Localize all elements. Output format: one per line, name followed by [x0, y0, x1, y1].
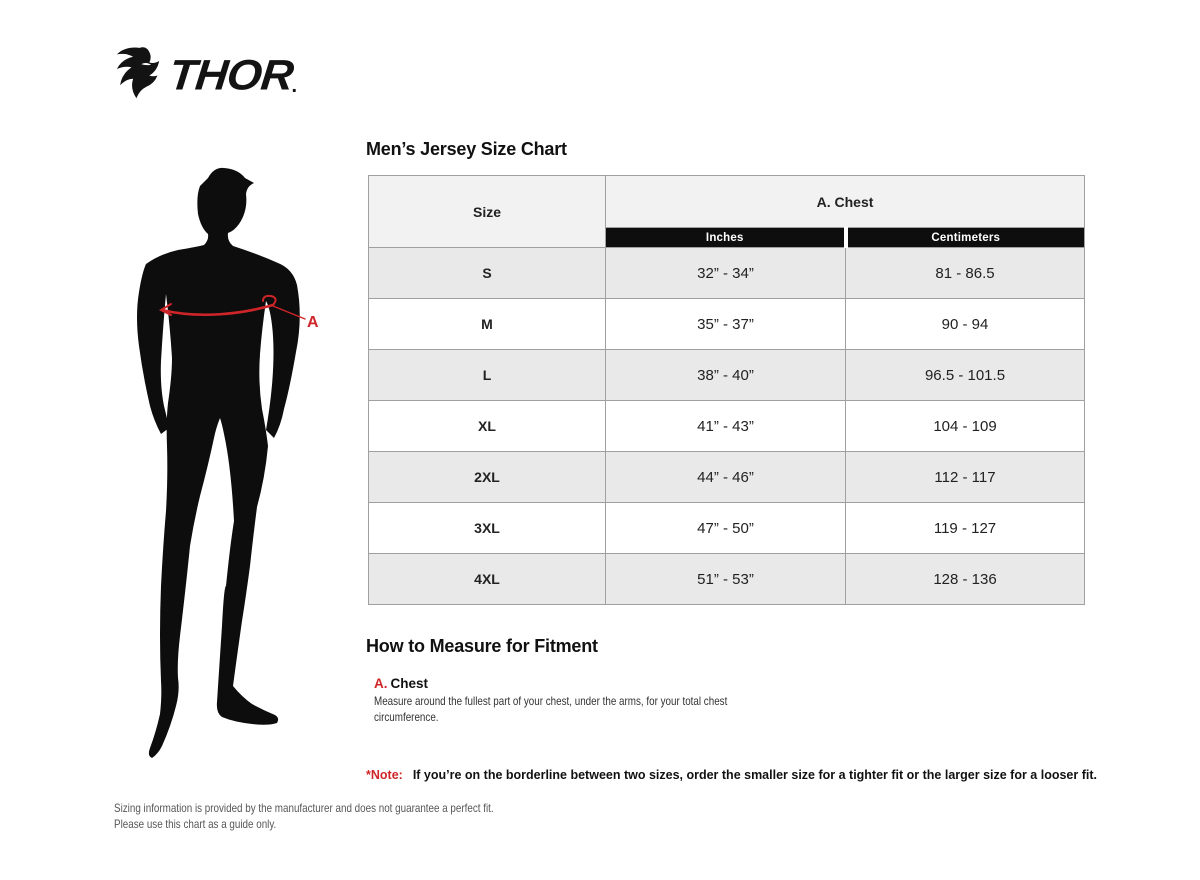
centimeters-cell: 128 - 136: [844, 553, 1086, 605]
size-chart-table: Size A. Chest Inches Centimeters S 32” -…: [368, 175, 1086, 605]
centimeters-cell: 81 - 86.5: [844, 247, 1086, 299]
size-cell: 3XL: [368, 502, 606, 554]
thor-wordmark: THOR: [166, 49, 296, 99]
inches-cell: 35” - 37”: [605, 298, 846, 350]
inches-cell: 44” - 46”: [605, 451, 846, 503]
col-header-chest-group: A. Chest: [604, 175, 1086, 228]
body-silhouette: [137, 167, 300, 758]
centimeters-cell: 96.5 - 101.5: [844, 349, 1086, 401]
sizing-note: *Note: If you’re on the borderline betwee…: [366, 768, 1097, 782]
col-header-centimeters: Centimeters: [843, 227, 1086, 248]
inches-cell: 41” - 43”: [605, 400, 846, 452]
measure-item-name: Chest: [390, 676, 429, 691]
chest-point-label: A: [307, 314, 319, 331]
table-subheader-row: Inches Centimeters: [369, 227, 1086, 248]
size-row: L 38” - 40” 96.5 - 101.5: [368, 349, 1086, 401]
table-header-row: Size A. Chest: [368, 175, 1086, 248]
inches-cell: 38” - 40”: [605, 349, 846, 401]
measure-section: How to Measure for Fitment A. Chest Measu…: [366, 636, 826, 726]
thor-logo: THOR .: [112, 42, 297, 104]
col-header-size: Size: [368, 175, 606, 248]
col-header-inches: Inches: [605, 227, 846, 248]
size-row: 3XL 47” - 50” 119 - 127: [368, 502, 1086, 554]
size-cell: XL: [368, 400, 606, 452]
measure-item-description: Measure around the fullest part of your …: [374, 694, 728, 724]
size-row: M 35” - 37” 90 - 94: [368, 298, 1086, 350]
size-row: XL 41” - 43” 104 - 109: [368, 400, 1086, 452]
size-chart-title: Men’s Jersey Size Chart: [366, 139, 567, 159]
size-cell: 2XL: [368, 451, 606, 503]
inches-cell: 51” - 53”: [605, 553, 846, 605]
note-label: *Note:: [366, 768, 403, 782]
centimeters-cell: 112 - 117: [844, 451, 1086, 503]
inches-cell: 47” - 50”: [605, 502, 846, 554]
size-cell: L: [368, 349, 606, 401]
thor-wordmark-dot: .: [291, 75, 298, 97]
measure-section-title: How to Measure for Fitment: [366, 636, 598, 656]
centimeters-cell: 104 - 109: [844, 400, 1086, 452]
centimeters-cell: 119 - 127: [844, 502, 1086, 554]
male-silhouette-figure: A: [137, 167, 319, 758]
measure-item: A. Chest: [374, 676, 826, 691]
disclaimer: Sizing information is provided by the ma…: [114, 801, 494, 833]
measure-item-label: A.: [374, 676, 388, 691]
disclaimer-line-2: Please use this chart as a guide only.: [114, 816, 277, 831]
centimeters-cell: 90 - 94: [844, 298, 1086, 350]
note-text: If you’re on the borderline between two …: [412, 768, 1097, 782]
disclaimer-line-1: Sizing information is provided by the ma…: [114, 801, 494, 815]
size-cell: S: [368, 247, 606, 299]
ram-head-icon: [116, 47, 160, 99]
size-cell: 4XL: [368, 553, 606, 605]
size-row: 2XL 44” - 46” 112 - 117: [368, 451, 1086, 503]
size-cell: M: [368, 298, 606, 350]
size-row: S 32” - 34” 81 - 86.5: [368, 247, 1086, 299]
chest-measure-line: [158, 294, 306, 320]
size-row: 4XL 51” - 53” 128 - 136: [368, 553, 1086, 605]
inches-cell: 32” - 34”: [605, 247, 846, 299]
